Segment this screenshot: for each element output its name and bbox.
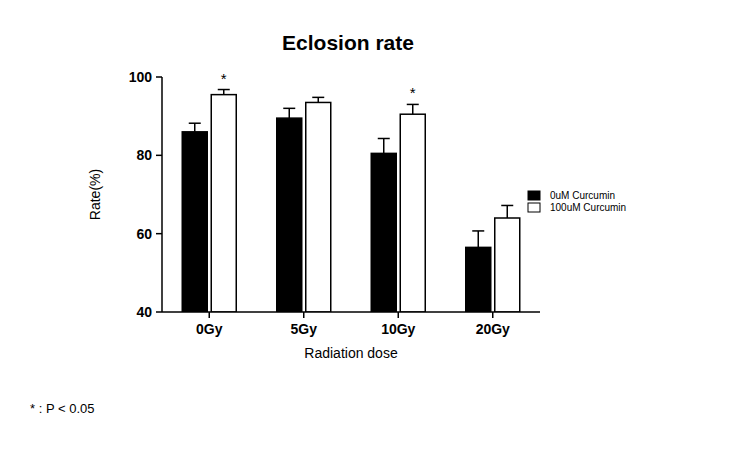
error-bar	[478, 231, 480, 247]
x-axis	[162, 311, 540, 313]
error-bar	[194, 123, 196, 132]
error-cap	[189, 122, 201, 124]
y-tick	[156, 311, 162, 313]
error-cap	[472, 230, 484, 232]
y-tick-label: 100	[129, 69, 153, 85]
annotation: *	[221, 70, 227, 87]
x-axis-label: Radiation dose	[304, 345, 398, 361]
chart: Eclosion rate * * 40 60 80 100 0Gy 5Gy 10Gy 20Gy Ra…	[0, 0, 751, 450]
bar	[211, 95, 236, 312]
footnote: * : P < 0.05	[30, 401, 94, 416]
error-cap	[501, 205, 513, 207]
error-bar	[289, 108, 291, 118]
y-axis	[161, 77, 163, 312]
legend-swatch	[528, 203, 540, 212]
y-tick	[156, 155, 162, 157]
error-bar	[223, 90, 225, 95]
error-bar	[412, 104, 414, 114]
x-tick	[209, 312, 211, 318]
y-axis-label: Rate(%)	[87, 169, 103, 220]
bar	[400, 114, 425, 312]
title: Eclosion rate	[282, 31, 414, 54]
y-tick	[156, 76, 162, 78]
bar	[182, 132, 207, 312]
bar	[277, 118, 302, 312]
x-tick-label: 10Gy	[381, 321, 415, 337]
legend-label: 100uM Curcumin	[550, 202, 626, 213]
bar	[466, 247, 491, 312]
x-tick	[303, 312, 305, 318]
x-tick	[492, 312, 494, 318]
bar	[371, 153, 396, 312]
bars	[182, 90, 520, 312]
error-cap	[218, 89, 230, 91]
error-bar	[318, 97, 320, 102]
bar	[306, 102, 331, 312]
error-cap	[378, 138, 390, 140]
error-cap	[407, 104, 419, 106]
y-tick-label: 80	[136, 147, 152, 163]
x-tick-label: 0Gy	[196, 321, 223, 337]
bar	[495, 218, 520, 312]
y-tick	[156, 233, 162, 235]
legend-label: 0uM Curcumin	[550, 190, 615, 201]
y-tick-label: 40	[136, 304, 152, 320]
x-tick-label: 20Gy	[476, 321, 510, 337]
legend-swatch	[528, 191, 540, 200]
annotation: *	[410, 84, 416, 101]
x-tick-label: 5Gy	[291, 321, 318, 337]
y-tick-label: 60	[136, 226, 152, 242]
error-cap	[283, 108, 295, 110]
error-bar	[383, 138, 385, 153]
x-tick	[398, 312, 400, 318]
error-bar	[507, 205, 509, 218]
error-cap	[312, 97, 324, 99]
